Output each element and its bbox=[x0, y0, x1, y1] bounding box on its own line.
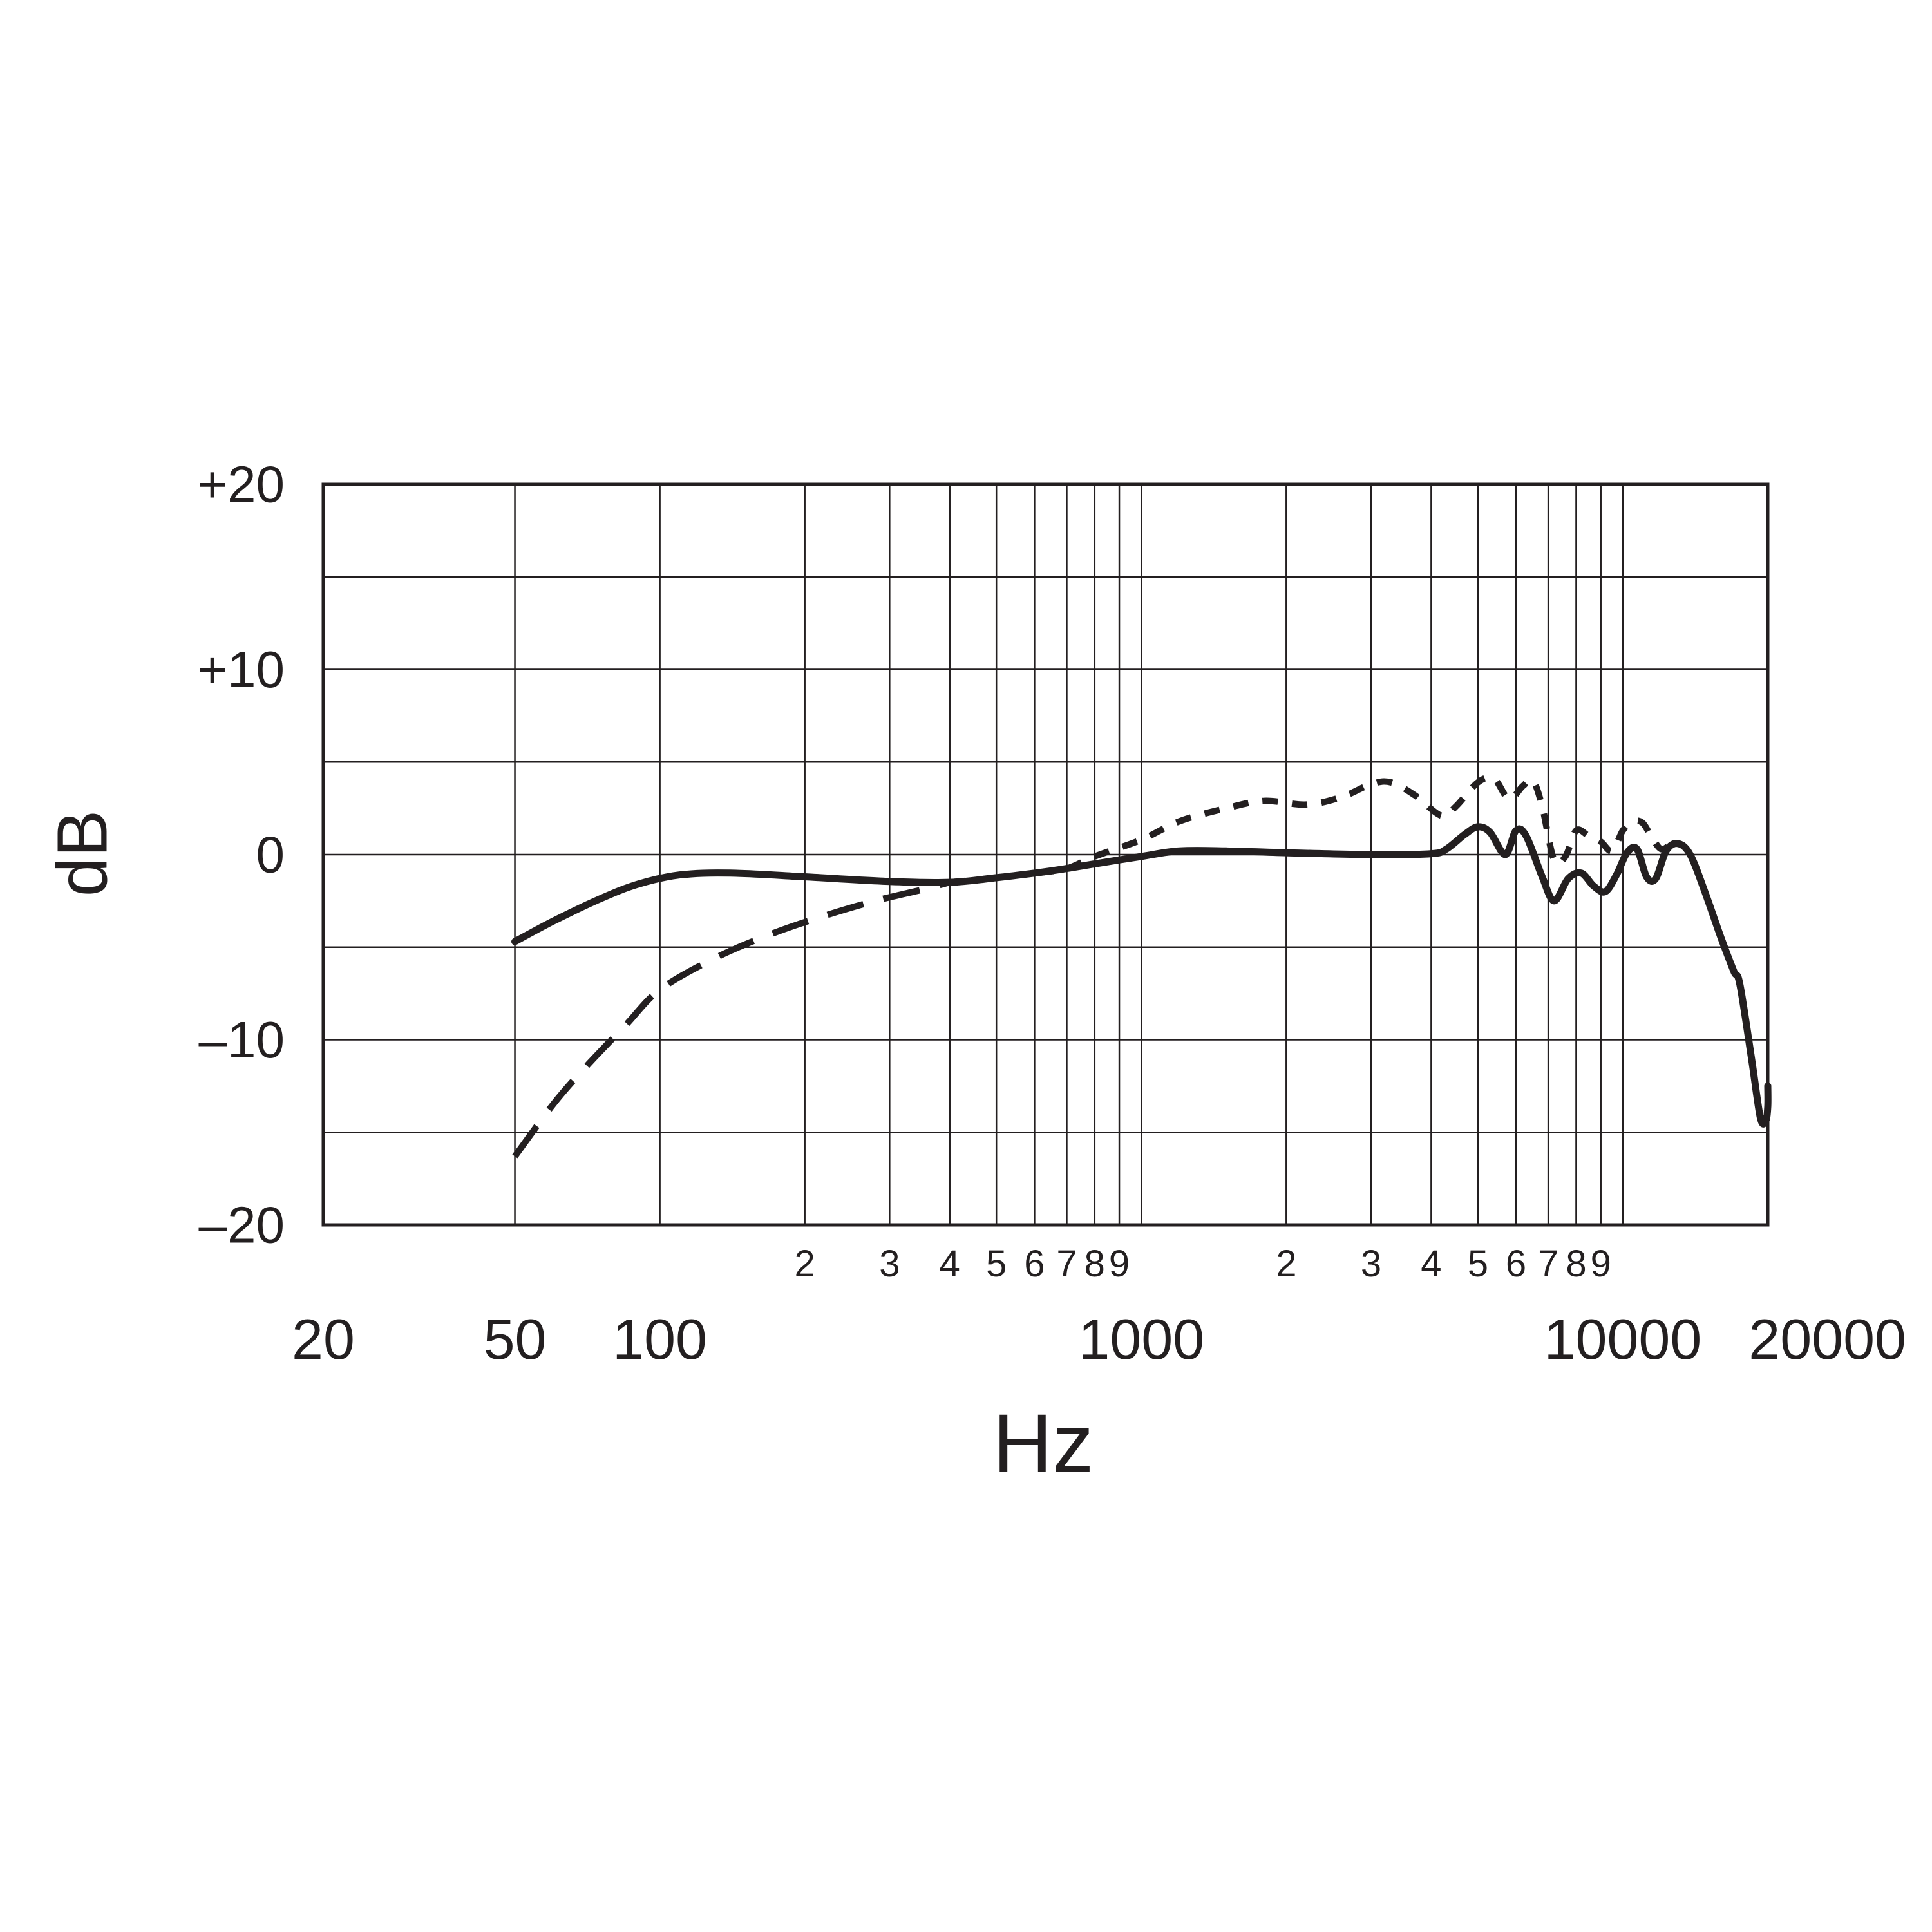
x-minor-tick-label: 8 bbox=[1566, 1243, 1586, 1285]
x-minor-tick-label: 5 bbox=[986, 1243, 1007, 1285]
plot-frame bbox=[321, 482, 1770, 1227]
x-minor-tick-label: 9 bbox=[1109, 1243, 1130, 1285]
x-minor-tick-label: 7 bbox=[1538, 1243, 1558, 1285]
x-minor-tick-label: 2 bbox=[1276, 1243, 1296, 1285]
x-major-tick-label: 50 bbox=[484, 1307, 547, 1371]
x-major-tick-labels: 20 50 100 1000 10000 20000 bbox=[292, 1307, 1906, 1371]
x-major-tick-label: 100 bbox=[612, 1307, 707, 1371]
x-minor-tick-label: 6 bbox=[1506, 1243, 1526, 1285]
x-minor-tick-label: 9 bbox=[1591, 1243, 1611, 1285]
x-major-tick-label: 20000 bbox=[1748, 1307, 1906, 1371]
y-tick-label: –20 bbox=[199, 1197, 285, 1254]
x-minor-tick-label: 8 bbox=[1084, 1243, 1105, 1285]
x-minor-tick-label: 5 bbox=[1468, 1243, 1488, 1285]
y-tick-label: +10 bbox=[197, 641, 285, 698]
y-tick-label: +20 bbox=[197, 456, 285, 513]
series-line-solid bbox=[511, 823, 1772, 1128]
x-axis-label: Hz bbox=[993, 1397, 1094, 1490]
x-minor-tick-label: 3 bbox=[1361, 1243, 1381, 1285]
y-tick-label: 0 bbox=[256, 826, 285, 884]
x-minor-tick-label: 2 bbox=[795, 1243, 815, 1285]
series-line-short-dash bbox=[949, 774, 1671, 886]
x-minor-tick-label: 6 bbox=[1024, 1243, 1045, 1285]
data-series bbox=[511, 774, 1772, 1159]
x-minor-tick-label: 7 bbox=[1056, 1243, 1077, 1285]
y-tick-label: –10 bbox=[199, 1011, 285, 1068]
y-axis-label: dB bbox=[43, 810, 122, 897]
x-minor-tick-label: 3 bbox=[879, 1243, 900, 1285]
y-tick-labels: +20 +10 0 –10 –20 bbox=[197, 456, 285, 1254]
x-minor-tick-label: 4 bbox=[940, 1243, 960, 1285]
x-major-tick-label: 1000 bbox=[1078, 1307, 1204, 1371]
x-minor-tick-label: 4 bbox=[1421, 1243, 1441, 1285]
x-major-tick-label: 10000 bbox=[1544, 1307, 1702, 1371]
x-major-tick-label: 20 bbox=[292, 1307, 355, 1371]
